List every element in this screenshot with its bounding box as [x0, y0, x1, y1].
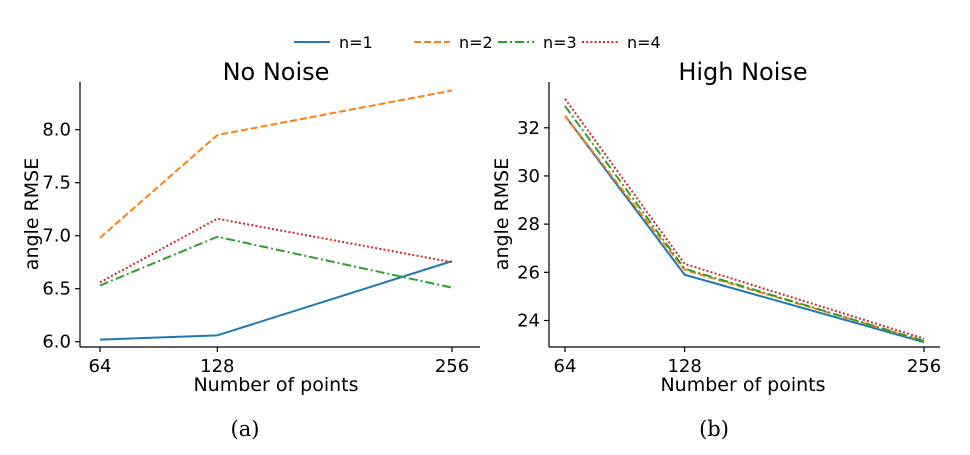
series-line-n3: [99, 235, 453, 289]
chart-no-noise: No Noise angle RMSE Number of points (a)…: [21, 58, 480, 441]
legend-label: n=2: [459, 33, 493, 52]
x-tick-label: 64: [554, 356, 577, 377]
y-tick-label: 28: [517, 214, 540, 235]
x-tick-label: 128: [667, 356, 701, 377]
x-tick-label: 128: [200, 356, 234, 377]
series-line-n2: [564, 115, 925, 342]
x-axis-label: Number of points: [660, 374, 825, 396]
chart-title: High Noise: [678, 58, 807, 86]
y-tick-label: 6.0: [42, 332, 71, 353]
panel-label: (b): [699, 417, 729, 441]
y-tick-label: 26: [517, 262, 540, 283]
y-tick-label: 32: [517, 118, 540, 139]
y-axis-label: angle RMSE: [491, 158, 513, 270]
x-tick-label: 64: [89, 356, 112, 377]
y-tick-label: 8.0: [42, 120, 71, 141]
x-tick-label: 256: [907, 356, 941, 377]
y-tick-label: 24: [517, 311, 540, 332]
chart-title: No Noise: [223, 58, 330, 86]
legend-label: n=4: [627, 33, 661, 52]
x-axis-label: Number of points: [193, 374, 358, 396]
series-line-n1: [99, 260, 453, 341]
series-line-n2: [99, 89, 453, 239]
series-line-n4: [99, 217, 453, 284]
series-line-n1: [564, 115, 925, 344]
legend-label: n=1: [339, 33, 373, 52]
x-tick-label: 256: [435, 356, 469, 377]
legend-item: n=2: [414, 33, 493, 52]
legend-label: n=3: [543, 33, 577, 52]
legend-item: n=4: [582, 33, 661, 52]
series-line-n3: [564, 105, 925, 342]
legend-item: n=3: [498, 33, 577, 52]
legend: n=1 n=2 n=3 n=4: [294, 33, 661, 52]
series-line-n4: [564, 98, 925, 340]
y-axis-label: angle RMSE: [21, 158, 43, 270]
panel-label: (a): [231, 417, 260, 441]
y-tick-label: 6.5: [42, 279, 71, 300]
y-tick-label: 7.5: [42, 173, 71, 194]
y-tick-label: 30: [517, 166, 540, 187]
y-tick-label: 7.0: [42, 226, 71, 247]
chart-high-noise: High Noise angle RMSE Number of points (…: [491, 58, 941, 441]
legend-item: n=1: [294, 33, 373, 52]
